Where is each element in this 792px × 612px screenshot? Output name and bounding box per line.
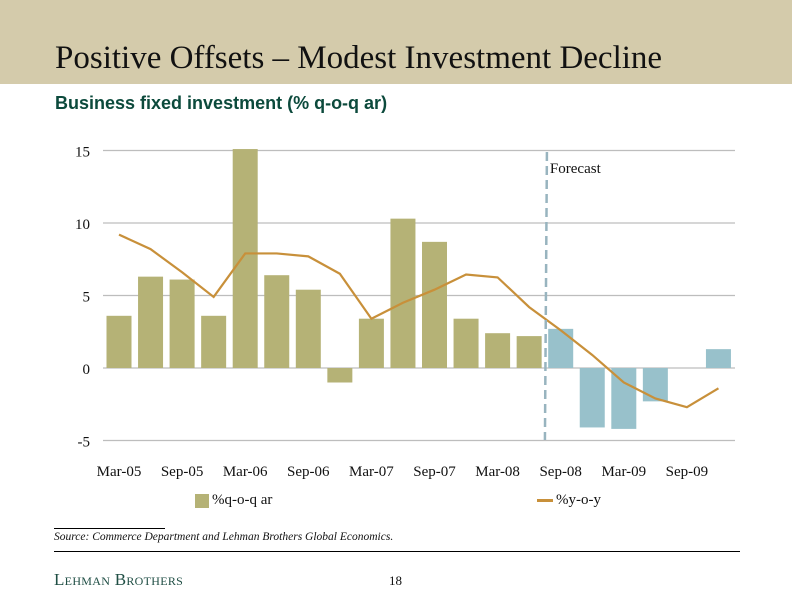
bar [485, 333, 511, 368]
y-tick-label: 5 [83, 290, 91, 306]
legend-item-yoy: %y-o-y [537, 492, 601, 509]
bar [516, 336, 542, 368]
source-note: Source: Commerce Department and Lehman B… [54, 531, 394, 543]
yoy-line [118, 233, 720, 409]
bar [390, 218, 416, 368]
bar [295, 289, 321, 368]
bar [642, 368, 668, 402]
legend-swatch-bar [195, 493, 209, 508]
x-tick-label: Sep-06 [287, 464, 330, 480]
bar [327, 368, 353, 383]
x-tick-label: Mar-09 [601, 464, 646, 480]
page-title: Positive Offsets – Modest Investment Dec… [55, 40, 663, 76]
forecast-label: Forecast [550, 161, 602, 177]
x-tick-label: Mar-06 [223, 464, 268, 480]
bar [611, 368, 637, 429]
footer-divider [54, 551, 740, 552]
y-tick-label: 10 [75, 217, 90, 233]
legend-label: %q-o-q ar [212, 492, 273, 508]
bar [453, 318, 479, 368]
y-tick-label: 0 [83, 362, 91, 378]
y-tick-label: 15 [75, 145, 90, 161]
x-tick-label: Sep-05 [161, 464, 204, 480]
forecast-divider [543, 151, 549, 441]
bar [106, 315, 132, 368]
page-number: 18 [389, 573, 402, 588]
bar [548, 328, 574, 368]
x-tick-label: Sep-07 [413, 464, 456, 480]
bar [358, 318, 384, 368]
source-divider [54, 528, 165, 529]
bar [169, 279, 195, 368]
x-tick-label: Sep-08 [539, 464, 582, 480]
bar [232, 149, 258, 368]
y-tick-label: -5 [78, 435, 91, 451]
x-tick-label: Mar-08 [475, 464, 520, 480]
bar [138, 276, 164, 368]
bar [201, 315, 227, 368]
legend-item-qoq: %q-o-q ar [195, 492, 272, 509]
bar [264, 275, 290, 368]
legend-label: %y-o-y [556, 492, 601, 508]
legend-swatch-line [537, 499, 553, 502]
x-tick-label: Mar-07 [349, 464, 394, 480]
x-tick-label: Mar-05 [97, 464, 142, 480]
bar [705, 349, 731, 368]
company-logo: Lehman Brothers [54, 570, 184, 589]
bar [422, 241, 447, 368]
bar [579, 368, 605, 428]
x-tick-label: Sep-09 [666, 464, 709, 480]
header-band [0, 0, 792, 84]
chart-subtitle: Business fixed investment (% q-o-q ar) [55, 93, 388, 113]
